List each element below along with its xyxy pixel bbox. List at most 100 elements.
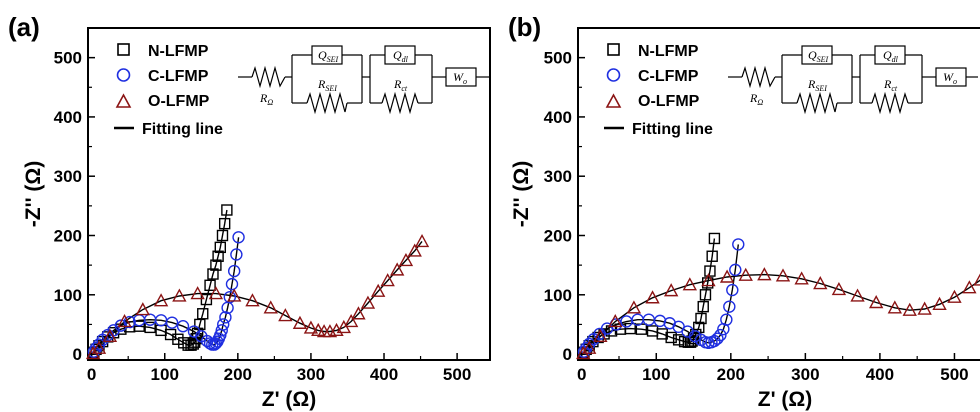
- panel-a-equivalent-circuit: [238, 45, 490, 115]
- point-c-lfmp: [219, 311, 232, 324]
- y-tick-label: 300: [544, 167, 572, 186]
- panel-b-fitting-lines: [582, 238, 980, 355]
- panel-a-legend: N-LFMP C-LFMP O-LFMP Fitting line: [114, 43, 223, 138]
- r-ct-label: Rct: [883, 77, 898, 93]
- y-tick-label: 0: [563, 345, 572, 364]
- r-sei-resistor: [306, 91, 348, 115]
- legend-marker-o-lfmp: [115, 93, 132, 108]
- point-c-lfmp: [726, 283, 739, 297]
- point-o-lfmp: [91, 340, 107, 354]
- point-n-lfmp: [207, 268, 219, 280]
- r-sei-label: RSEI: [807, 77, 827, 93]
- point-n-lfmp: [656, 328, 668, 340]
- point-o-lfmp: [917, 301, 932, 315]
- point-o-lfmp: [813, 276, 828, 290]
- panel-a-label: (a): [8, 12, 40, 42]
- panel-b-x-axis-label: Z' (Ω): [758, 388, 812, 411]
- point-c-lfmp: [217, 318, 230, 331]
- panel-b-y-axis-label: -Z'' (Ω): [510, 161, 533, 227]
- point-o-lfmp: [407, 243, 422, 257]
- point-o-lfmp: [190, 286, 205, 300]
- point-n-lfmp: [214, 241, 226, 254]
- point-o-lfmp: [208, 286, 224, 300]
- legend-marker-n-lfmp: [607, 43, 620, 56]
- r-omega-resistor: [251, 65, 286, 89]
- point-n-lfmp: [697, 300, 709, 313]
- point-n-lfmp: [706, 250, 718, 262]
- point-c-lfmp: [165, 316, 179, 329]
- y-tick-label: 500: [54, 49, 82, 68]
- x-tick-label: 400: [370, 365, 398, 384]
- y-tick-label: 500: [544, 49, 572, 68]
- panel-b-plot-frame: [577, 27, 980, 361]
- point-o-lfmp: [278, 308, 293, 322]
- x-tick-label: 100: [151, 365, 179, 384]
- point-o-lfmp: [719, 269, 735, 283]
- r-omega-label: RΩ: [749, 91, 763, 107]
- legend-label-fitting-line: Fitting line: [142, 121, 223, 138]
- panel-a-y-axis-label: -Z'' (Ω): [22, 161, 45, 227]
- point-n-lfmp: [204, 279, 216, 291]
- panel-b-legend: N-LFMP C-LFMP O-LFMP Fitting line: [604, 43, 713, 138]
- point-o-lfmp: [664, 283, 679, 297]
- y-tick-label: 200: [544, 227, 572, 246]
- point-o-lfmp: [227, 288, 242, 302]
- point-o-lfmp: [153, 293, 169, 307]
- point-n-lfmp: [221, 204, 233, 216]
- y-tick-label: 100: [544, 286, 572, 305]
- point-o-lfmp: [102, 328, 118, 342]
- r-ct-resistor: [381, 91, 419, 115]
- panel-b-data-markers: [576, 232, 980, 360]
- y-tick-label: 200: [54, 227, 82, 246]
- legend-marker-c-lfmp: [116, 68, 131, 82]
- point-c-lfmp: [225, 277, 239, 291]
- point-o-lfmp: [414, 233, 430, 248]
- point-o-lfmp: [292, 315, 308, 329]
- point-o-lfmp: [135, 302, 150, 316]
- point-o-lfmp: [887, 300, 902, 314]
- x-tick-label: 200: [717, 365, 745, 384]
- point-n-lfmp: [210, 259, 222, 271]
- point-n-lfmp: [172, 333, 184, 345]
- point-c-lfmp: [729, 263, 742, 277]
- x-tick-label: 0: [87, 365, 96, 384]
- point-o-lfmp: [245, 293, 260, 307]
- point-n-lfmp: [200, 293, 213, 306]
- point-n-lfmp: [665, 331, 677, 344]
- panel-b-label: (b): [508, 12, 541, 42]
- r-omega-label: RΩ: [259, 91, 273, 107]
- y-tick-label: 0: [73, 345, 82, 364]
- point-c-lfmp: [714, 328, 727, 342]
- w-o-label: Wo: [943, 70, 957, 86]
- point-o-lfmp: [973, 273, 980, 286]
- legend-marker-o-lfmp: [605, 93, 622, 108]
- fit-line-o-lfmp: [582, 273, 980, 355]
- point-o-lfmp: [263, 300, 278, 314]
- x-tick-label: 100: [642, 365, 670, 384]
- legend-marker-c-lfmp: [606, 68, 621, 82]
- point-c-lfmp: [232, 231, 245, 244]
- point-c-lfmp: [223, 290, 236, 304]
- point-o-lfmp: [645, 290, 660, 304]
- panel-a-x-axis-label: Z' (Ω): [262, 388, 316, 411]
- panel-a-ticks: 0 100 200 300 400 500 0 100 200 300 400 500: [54, 49, 472, 384]
- y-tick-label: 400: [54, 108, 82, 127]
- x-tick-label: 500: [443, 365, 471, 384]
- point-o-lfmp: [582, 340, 597, 354]
- point-c-lfmp: [723, 300, 736, 313]
- r-ct-resistor: [871, 91, 909, 115]
- w-o-label: Wo: [453, 70, 467, 86]
- y-tick-label: 300: [54, 167, 82, 186]
- point-o-lfmp: [626, 300, 642, 314]
- point-o-lfmp: [947, 289, 962, 303]
- point-n-lfmp: [197, 308, 209, 320]
- x-tick-label: 200: [224, 365, 252, 384]
- point-o-lfmp: [172, 288, 187, 302]
- fit-line-c-lfmp: [93, 237, 240, 353]
- y-tick-label: 100: [54, 286, 82, 305]
- fit-line-o-lfmp: [92, 240, 423, 355]
- x-tick-label: 0: [577, 365, 586, 384]
- panel-b-ticks: 0 100 200 300 400 500 0 100 200 300 400 500: [544, 49, 969, 384]
- legend-label-c-lfmp: C-LFMP: [638, 68, 699, 85]
- point-n-lfmp: [212, 250, 224, 262]
